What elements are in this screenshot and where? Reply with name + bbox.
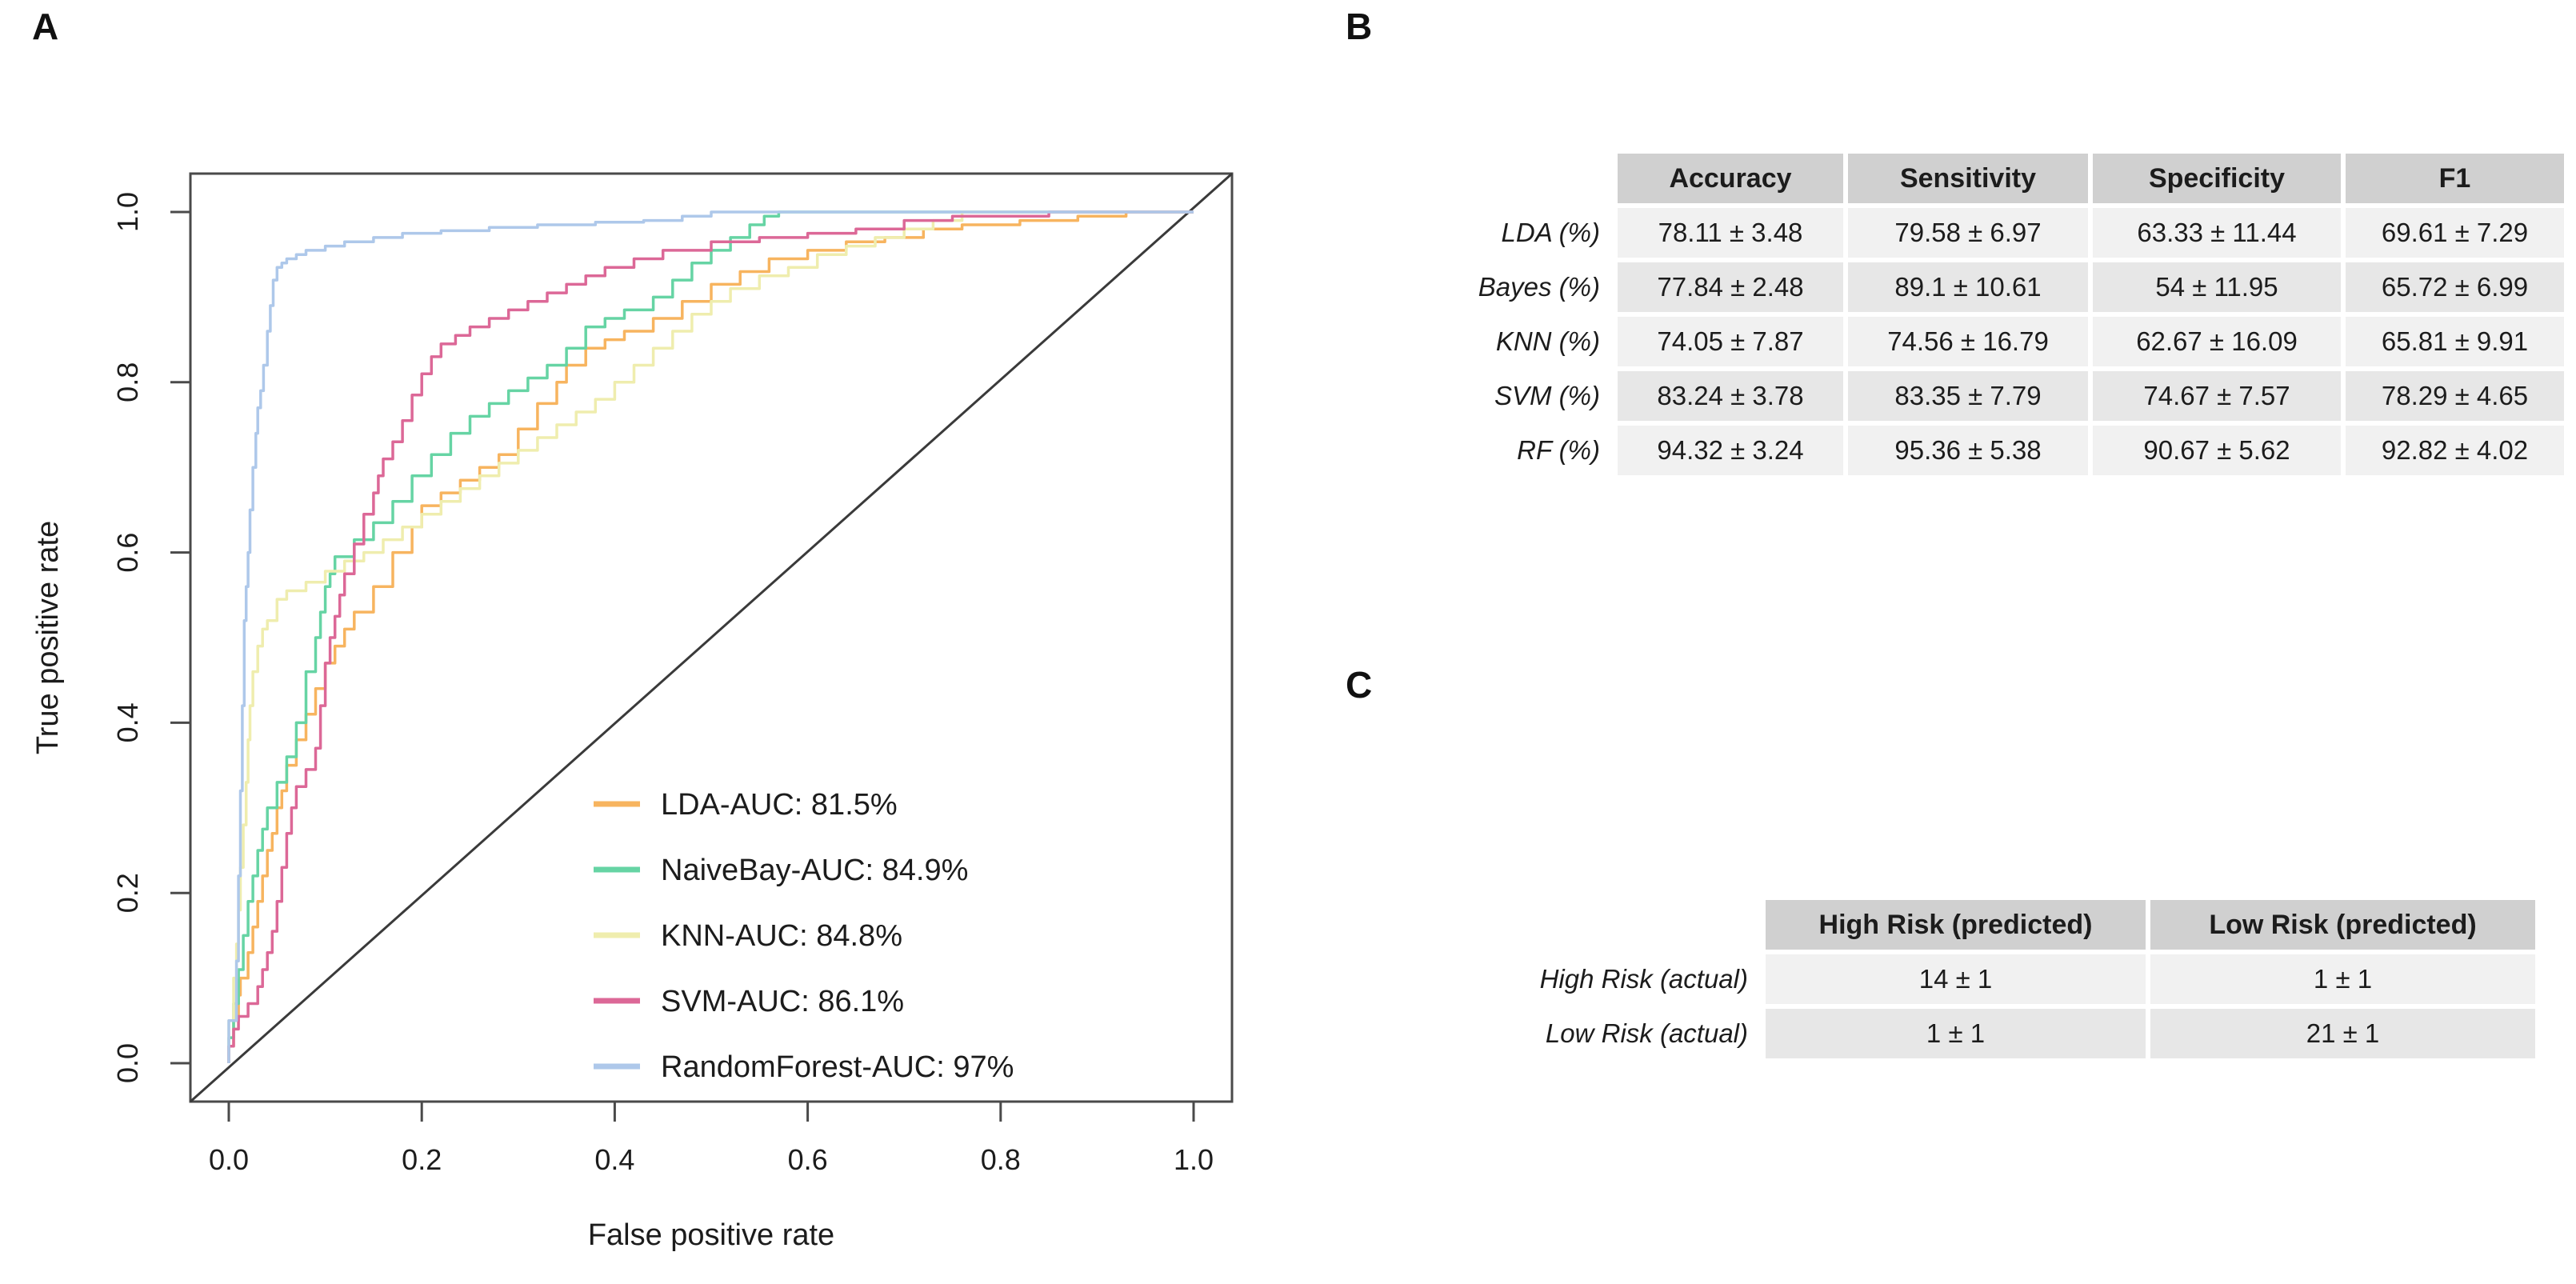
x-axis-title: False positive rate	[588, 1218, 834, 1252]
plot-box	[189, 172, 1234, 1103]
y-axis-title: True positive rate	[31, 521, 65, 754]
value-cell: 74.56 ± 16.79	[1848, 317, 2088, 366]
chance-diagonal-line	[190, 172, 1233, 1103]
value-cell: 1 ± 1	[2150, 954, 2535, 1004]
panel-c-label: C	[1346, 664, 1373, 706]
corner-cell	[1401, 154, 1613, 203]
header-row: Accuracy Sensitivity Specificity F1	[1401, 154, 2564, 203]
panel-b-label: B	[1346, 6, 1373, 47]
value-cell: 63.33 ± 11.44	[2093, 208, 2341, 258]
value-cell: 1 ± 1	[1766, 1009, 2146, 1058]
roc-curve-svm	[227, 210, 1194, 1063]
legend-label-knn: KNN-AUC: 84.8%	[661, 919, 902, 953]
value-cell: 90.67 ± 5.62	[2093, 426, 2341, 475]
column-header: High Risk (predicted)	[1766, 900, 2146, 950]
y-tick-label: 0.4	[111, 702, 144, 742]
roc-curve-lda	[227, 210, 1194, 1063]
value-cell: 65.72 ± 6.99	[2346, 262, 2564, 312]
row-label: Low Risk (actual)	[1545, 1018, 1748, 1048]
value-cell: 78.11 ± 3.48	[1618, 208, 1843, 258]
roc-curve-naivebay	[227, 210, 1194, 1063]
roc-curve-randomforest	[227, 210, 1194, 1063]
legend-label-randomforest: RandomForest-AUC: 97%	[661, 1050, 1014, 1084]
column-header: Specificity	[2093, 154, 2341, 203]
legend-label-naivebay: NaiveBay-AUC: 84.9%	[661, 854, 968, 887]
row-label: LDA (%)	[1501, 218, 1600, 247]
value-cell: 65.81 ± 9.91	[2346, 317, 2564, 366]
x-tick-label: 1.0	[1174, 1143, 1214, 1176]
roc-plot: 0.0 0.0 0.2 0.2 0.4 0.4 0.6 0.6 0.8 0.8 1.0 1.0 Fals…	[31, 172, 1234, 1252]
x-tick-label: 0.8	[981, 1143, 1021, 1176]
value-cell: 83.24 ± 3.78	[1618, 371, 1843, 421]
header-row: High Risk (predicted) Low Risk (predicted…	[1465, 900, 2535, 950]
row-label: Bayes (%)	[1478, 272, 1600, 302]
value-cell: 62.67 ± 16.09	[2093, 317, 2341, 366]
table-row: RF (%) 94.32 ± 3.24 95.36 ± 5.38 90.67 ± 5.…	[1401, 426, 2564, 475]
value-cell: 74.67 ± 7.57	[2093, 371, 2341, 421]
row-label: RF (%)	[1517, 435, 1600, 465]
row-label: SVM (%)	[1494, 381, 1600, 410]
x-tick-label: 0.2	[402, 1143, 442, 1176]
value-cell: 95.36 ± 5.38	[1848, 426, 2088, 475]
table-row: KNN (%) 74.05 ± 7.87 74.56 ± 16.79 62.67 ± …	[1401, 317, 2564, 366]
value-cell: 78.29 ± 4.65	[2346, 371, 2564, 421]
legend-label-lda: LDA-AUC: 81.5%	[661, 788, 898, 822]
value-cell: 94.32 ± 3.24	[1618, 426, 1843, 475]
value-cell: 69.61 ± 7.29	[2346, 208, 2564, 258]
value-cell: 54 ± 11.95	[2093, 262, 2341, 312]
value-cell: 77.84 ± 2.48	[1618, 262, 1843, 312]
corner-cell	[1465, 900, 1761, 950]
x-tick-label: 0.0	[209, 1143, 249, 1176]
table-row: SVM (%) 83.24 ± 3.78 83.35 ± 7.79 74.67 ± 7…	[1401, 371, 2564, 421]
x-tick-label: 0.6	[788, 1143, 828, 1176]
value-cell: 74.05 ± 7.87	[1618, 317, 1843, 366]
y-tick-label: 0.6	[111, 533, 144, 573]
panel-a-label: A	[32, 6, 59, 47]
row-label: High Risk (actual)	[1539, 964, 1748, 994]
y-tick-label: 0.2	[111, 873, 144, 913]
y-tick-label: 1.0	[111, 192, 144, 232]
value-cell: 14 ± 1	[1766, 954, 2146, 1004]
x-tick-label: 0.4	[594, 1143, 634, 1176]
column-header: F1	[2346, 154, 2564, 203]
column-header: Low Risk (predicted)	[2150, 900, 2535, 950]
y-tick-label: 0.8	[111, 362, 144, 402]
value-cell: 79.58 ± 6.97	[1848, 208, 2088, 258]
legend-label-svm: SVM-AUC: 86.1%	[661, 985, 904, 1018]
value-cell: 92.82 ± 4.02	[2346, 426, 2564, 475]
y-tick-label: 0.0	[111, 1043, 144, 1083]
row-label: KNN (%)	[1495, 326, 1600, 356]
value-cell: 89.1 ± 10.61	[1848, 262, 2088, 312]
table-row: Low Risk (actual) 1 ± 1 21 ± 1	[1465, 1009, 2535, 1058]
metrics-table: Accuracy Sensitivity Specificity F1 LDA (%) 7…	[1396, 149, 2569, 480]
column-header: Accuracy	[1618, 154, 1843, 203]
roc-curve-knn	[227, 210, 1194, 1063]
value-cell: 83.35 ± 7.79	[1848, 371, 2088, 421]
table-row: LDA (%) 78.11 ± 3.48 79.58 ± 6.97 63.33 ± 1…	[1401, 208, 2564, 258]
column-header: Sensitivity	[1848, 154, 2088, 203]
confusion-table: High Risk (predicted) Low Risk (predicted…	[1460, 895, 2540, 1063]
value-cell: 21 ± 1	[2150, 1009, 2535, 1058]
table-row: Bayes (%) 77.84 ± 2.48 89.1 ± 10.61 54 ± 11…	[1401, 262, 2564, 312]
